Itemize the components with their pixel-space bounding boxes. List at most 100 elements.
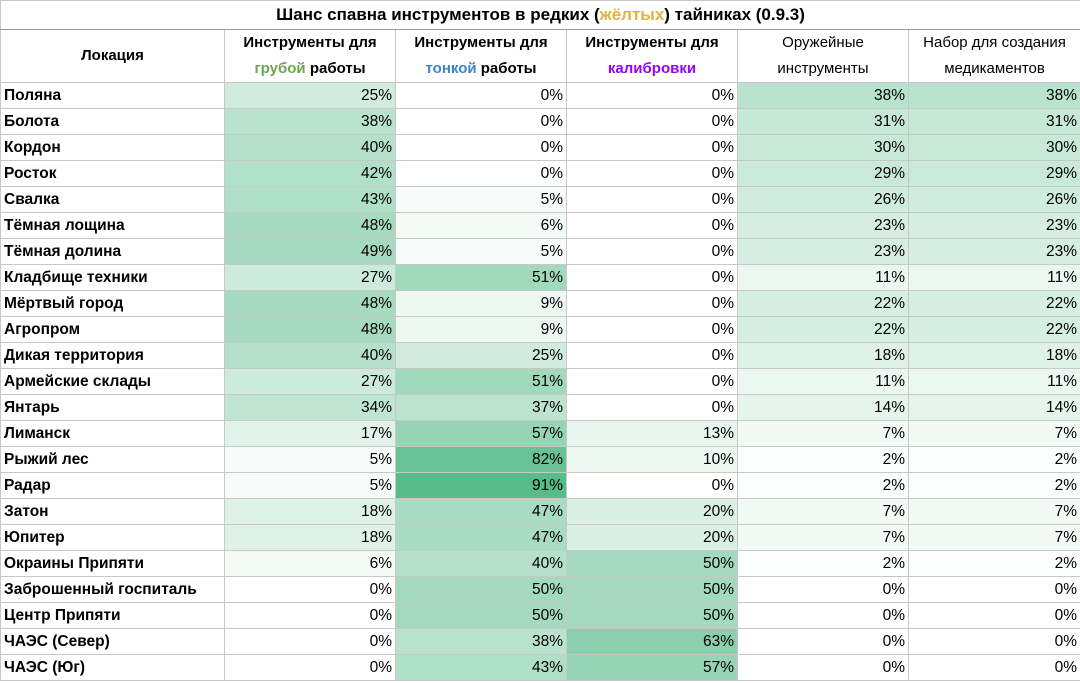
location-cell: Дикая территория <box>0 342 225 369</box>
header-calib-accent: калибровки <box>607 60 697 77</box>
table-row: Заброшенный госпиталь 0% 50% 50% 0% 0% <box>0 576 1080 603</box>
value-cell-fine-tools: 0% <box>395 160 567 187</box>
table-row: Кладбище техники 27% 51% 0% 11% 11% <box>0 264 1080 291</box>
value-cell-med-kit: 30% <box>907 134 1080 161</box>
value-cell-rough-tools: 0% <box>224 654 396 681</box>
table-row: Тёмная лощина 48% 6% 0% 23% 23% <box>0 212 1080 239</box>
value-cell-calibration-tools: 50% <box>566 550 738 577</box>
table-row: Тёмная долина 49% 5% 0% 23% 23% <box>0 238 1080 265</box>
value-cell-calibration-tools: 50% <box>566 576 738 603</box>
header-weapon-tools: Оружейные инструменты <box>737 29 909 83</box>
value-cell-med-kit: 2% <box>907 550 1080 577</box>
value-cell-med-kit: 2% <box>907 446 1080 473</box>
header-fine-accent: тонкой <box>425 60 477 77</box>
location-cell: Поляна <box>0 82 225 109</box>
value-cell-rough-tools: 48% <box>224 212 396 239</box>
table-row: Радар 5% 91% 0% 2% 2% <box>0 472 1080 499</box>
location-cell: ЧАЭС (Север) <box>0 628 225 655</box>
value-cell-calibration-tools: 0% <box>566 394 738 421</box>
value-cell-med-kit: 23% <box>907 238 1080 265</box>
location-cell: Рыжий лес <box>0 446 225 473</box>
value-cell-weapon-tools: 14% <box>737 394 909 421</box>
title-highlight: жёлтых <box>599 5 665 24</box>
header-rough-tools: Инструменты для грубой работы <box>224 29 396 83</box>
title-after: ) тайниках (0.9.3) <box>664 5 805 24</box>
value-cell-fine-tools: 40% <box>395 550 567 577</box>
location-cell: Юпитер <box>0 524 225 551</box>
value-cell-med-kit: 0% <box>907 628 1080 655</box>
value-cell-weapon-tools: 38% <box>737 82 909 109</box>
table-row: Свалка 43% 5% 0% 26% 26% <box>0 186 1080 213</box>
value-cell-weapon-tools: 23% <box>737 238 909 265</box>
value-cell-fine-tools: 57% <box>395 420 567 447</box>
value-cell-calibration-tools: 20% <box>566 524 738 551</box>
value-cell-calibration-tools: 0% <box>566 238 738 265</box>
value-cell-med-kit: 2% <box>907 472 1080 499</box>
value-cell-calibration-tools: 0% <box>566 342 738 369</box>
header-weapon-line1: Оружейные <box>782 34 864 51</box>
value-cell-fine-tools: 5% <box>395 238 567 265</box>
value-cell-fine-tools: 38% <box>395 628 567 655</box>
location-cell: Тёмная лощина <box>0 212 225 239</box>
location-cell: Затон <box>0 498 225 525</box>
value-cell-rough-tools: 0% <box>224 602 396 629</box>
value-cell-rough-tools: 43% <box>224 186 396 213</box>
header-row: Локация Инструменты для грубой работы Инс… <box>0 29 1080 83</box>
location-cell: Окраины Припяти <box>0 550 225 577</box>
value-cell-calibration-tools: 57% <box>566 654 738 681</box>
value-cell-calibration-tools: 20% <box>566 498 738 525</box>
table-row: Росток 42% 0% 0% 29% 29% <box>0 160 1080 187</box>
location-cell: Росток <box>0 160 225 187</box>
value-cell-calibration-tools: 0% <box>566 160 738 187</box>
value-cell-weapon-tools: 7% <box>737 524 909 551</box>
value-cell-weapon-tools: 7% <box>737 420 909 447</box>
value-cell-calibration-tools: 0% <box>566 108 738 135</box>
header-fine-rest: работы <box>476 60 537 77</box>
table-row: Янтарь 34% 37% 0% 14% 14% <box>0 394 1080 421</box>
header-med-line1: Набор для создания <box>923 34 1066 51</box>
table-row: Окраины Припяти 6% 40% 50% 2% 2% <box>0 550 1080 577</box>
value-cell-fine-tools: 50% <box>395 576 567 603</box>
value-cell-weapon-tools: 11% <box>737 368 909 395</box>
location-cell: Тёмная долина <box>0 238 225 265</box>
value-cell-fine-tools: 0% <box>395 82 567 109</box>
table-row: Мёртвый город 48% 9% 0% 22% 22% <box>0 290 1080 317</box>
value-cell-rough-tools: 38% <box>224 108 396 135</box>
table-row: ЧАЭС (Север) 0% 38% 63% 0% 0% <box>0 628 1080 655</box>
header-fine-tools: Инструменты для тонкой работы <box>395 29 567 83</box>
value-cell-med-kit: 14% <box>907 394 1080 421</box>
value-cell-rough-tools: 40% <box>224 342 396 369</box>
location-cell: Кладбище техники <box>0 264 225 291</box>
value-cell-weapon-tools: 0% <box>737 654 909 681</box>
value-cell-rough-tools: 0% <box>224 628 396 655</box>
location-cell: Заброшенный госпиталь <box>0 576 225 603</box>
value-cell-rough-tools: 18% <box>224 524 396 551</box>
value-cell-fine-tools: 50% <box>395 602 567 629</box>
value-cell-calibration-tools: 0% <box>566 82 738 109</box>
value-cell-weapon-tools: 30% <box>737 134 909 161</box>
location-cell: Агропром <box>0 316 225 343</box>
table-row: Рыжий лес 5% 82% 10% 2% 2% <box>0 446 1080 473</box>
value-cell-weapon-tools: 2% <box>737 550 909 577</box>
table-row: Центр Припяти 0% 50% 50% 0% 0% <box>0 602 1080 629</box>
value-cell-med-kit: 11% <box>907 368 1080 395</box>
value-cell-fine-tools: 51% <box>395 368 567 395</box>
table-row: Агропром 48% 9% 0% 22% 22% <box>0 316 1080 343</box>
value-cell-weapon-tools: 0% <box>737 628 909 655</box>
value-cell-calibration-tools: 63% <box>566 628 738 655</box>
value-cell-rough-tools: 6% <box>224 550 396 577</box>
value-cell-calibration-tools: 10% <box>566 446 738 473</box>
value-cell-rough-tools: 5% <box>224 472 396 499</box>
value-cell-med-kit: 23% <box>907 212 1080 239</box>
value-cell-rough-tools: 18% <box>224 498 396 525</box>
header-rough-accent: грубой <box>254 60 306 77</box>
value-cell-weapon-tools: 2% <box>737 472 909 499</box>
table-row: Лиманск 17% 57% 13% 7% 7% <box>0 420 1080 447</box>
value-cell-weapon-tools: 0% <box>737 602 909 629</box>
header-fine-line1: Инструменты для <box>414 34 548 51</box>
table-row: Юпитер 18% 47% 20% 7% 7% <box>0 524 1080 551</box>
value-cell-rough-tools: 48% <box>224 290 396 317</box>
value-cell-rough-tools: 27% <box>224 368 396 395</box>
location-cell: Свалка <box>0 186 225 213</box>
